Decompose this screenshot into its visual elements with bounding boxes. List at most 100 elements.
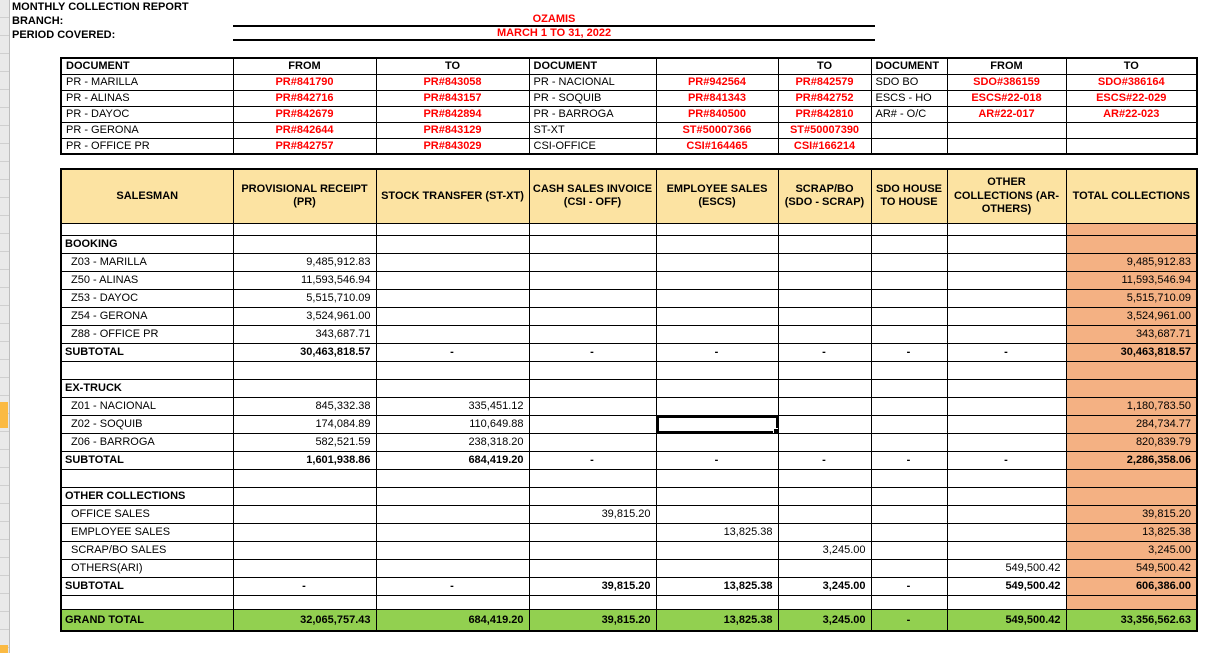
doc-range-cell[interactable]: PR#843058 <box>375 73 530 91</box>
cell[interactable] <box>946 324 1067 344</box>
cell[interactable]: 13,825.38 <box>655 576 779 596</box>
cell[interactable] <box>655 468 779 488</box>
cell[interactable]: 549,500.42 <box>946 576 1067 596</box>
cell[interactable]: 343,687.71 <box>1065 324 1198 344</box>
doc-range-cell[interactable]: ESCS#22-029 <box>1065 89 1198 107</box>
doc-range-cell[interactable]: PR#842757 <box>232 137 377 155</box>
cell[interactable] <box>655 306 779 326</box>
cell[interactable] <box>528 234 657 254</box>
doc-name-cell[interactable]: PR - MARILLA <box>60 73 234 91</box>
row-label[interactable] <box>60 360 234 380</box>
doc-range-cell[interactable]: PR#842579 <box>777 73 872 91</box>
doc-header-range[interactable]: TO <box>1065 57 1198 75</box>
cell[interactable] <box>375 360 530 380</box>
row-label[interactable]: Z88 - OFFICE PR <box>60 324 234 344</box>
cell[interactable] <box>375 558 530 578</box>
period-covered-value[interactable]: MARCH 1 TO 31, 2022 <box>233 27 875 41</box>
cell[interactable] <box>655 252 779 272</box>
cell[interactable] <box>232 222 377 236</box>
doc-header-document[interactable]: DOCUMENT <box>60 57 234 75</box>
cell[interactable] <box>528 222 657 236</box>
cell[interactable]: - <box>655 450 779 470</box>
doc-range-cell[interactable] <box>946 121 1067 139</box>
doc-range-cell[interactable]: AR#22-023 <box>1065 105 1198 123</box>
cell[interactable]: - <box>870 608 948 632</box>
cell[interactable] <box>655 504 779 524</box>
cell[interactable] <box>777 234 872 254</box>
cell[interactable] <box>870 414 948 434</box>
cell[interactable] <box>946 396 1067 416</box>
cell[interactable] <box>870 288 948 308</box>
cell[interactable] <box>870 270 948 290</box>
cell[interactable]: - <box>946 342 1067 362</box>
cell[interactable] <box>528 360 657 380</box>
cell[interactable] <box>870 396 948 416</box>
doc-range-cell[interactable]: PR#842810 <box>777 105 872 123</box>
row-label[interactable]: Z06 - BARROGA <box>60 432 234 452</box>
row-label[interactable]: Z03 - MARILLA <box>60 252 234 272</box>
cell[interactable] <box>655 396 779 416</box>
cell[interactable]: 13,825.38 <box>1065 522 1198 542</box>
cell[interactable] <box>528 396 657 416</box>
cell[interactable]: 39,815.20 <box>528 576 657 596</box>
cell[interactable] <box>870 540 948 560</box>
doc-header-range[interactable]: FROM <box>232 57 377 75</box>
cell[interactable] <box>655 540 779 560</box>
cell[interactable]: 549,500.42 <box>1065 558 1198 578</box>
cell[interactable] <box>655 324 779 344</box>
cell[interactable] <box>870 522 948 542</box>
cell[interactable] <box>528 594 657 610</box>
cell[interactable]: 39,815.20 <box>528 504 657 524</box>
cell[interactable]: - <box>777 342 872 362</box>
cell[interactable] <box>777 504 872 524</box>
cell[interactable] <box>655 432 779 452</box>
cell[interactable]: - <box>777 450 872 470</box>
cell[interactable] <box>232 486 377 506</box>
cell[interactable]: - <box>528 450 657 470</box>
doc-name-cell[interactable] <box>870 137 948 155</box>
cell[interactable] <box>777 222 872 236</box>
cell[interactable] <box>375 234 530 254</box>
row-label[interactable]: SUBTOTAL <box>60 450 234 470</box>
cell[interactable] <box>232 540 377 560</box>
row-label[interactable]: Z54 - GERONA <box>60 306 234 326</box>
cell[interactable]: 9,485,912.83 <box>1065 252 1198 272</box>
cell[interactable] <box>870 504 948 524</box>
cell[interactable]: - <box>375 576 530 596</box>
cell[interactable] <box>528 414 657 434</box>
cell[interactable] <box>655 360 779 380</box>
doc-range-cell[interactable]: PR#843129 <box>375 121 530 139</box>
cell[interactable] <box>1065 468 1198 488</box>
doc-header-range[interactable]: FROM <box>946 57 1067 75</box>
selected-cell[interactable] <box>655 414 779 434</box>
cell[interactable]: 39,815.20 <box>1065 504 1198 524</box>
cell[interactable] <box>946 222 1067 236</box>
doc-name-cell[interactable]: PR - DAYOC <box>60 105 234 123</box>
cell[interactable] <box>375 522 530 542</box>
cell[interactable] <box>946 234 1067 254</box>
row-label[interactable]: OTHERS(ARI) <box>60 558 234 578</box>
cell[interactable] <box>528 540 657 560</box>
doc-range-cell[interactable]: ST#50007390 <box>777 121 872 139</box>
cell[interactable] <box>375 324 530 344</box>
row-label[interactable]: SUBTOTAL <box>60 342 234 362</box>
cell[interactable]: 5,515,710.09 <box>232 288 377 308</box>
cell[interactable]: 3,245.00 <box>777 608 872 632</box>
doc-name-cell[interactable]: PR - BARROGA <box>528 105 657 123</box>
cell[interactable] <box>375 288 530 308</box>
row-label[interactable] <box>60 594 234 610</box>
cell[interactable] <box>375 378 530 398</box>
cell[interactable]: 3,245.00 <box>777 576 872 596</box>
cell[interactable] <box>777 270 872 290</box>
cell[interactable] <box>870 360 948 380</box>
cell[interactable] <box>777 486 872 506</box>
doc-header-range[interactable] <box>655 57 779 75</box>
cell[interactable] <box>375 252 530 272</box>
doc-range-cell[interactable]: SDO#386159 <box>946 73 1067 91</box>
cell[interactable]: 30,463,818.57 <box>232 342 377 362</box>
cell[interactable]: - <box>528 342 657 362</box>
column-header[interactable]: OTHER COLLECTIONS (AR-OTHERS) <box>946 168 1067 224</box>
cell[interactable] <box>655 234 779 254</box>
doc-header-range[interactable]: TO <box>375 57 530 75</box>
cell[interactable] <box>232 234 377 254</box>
